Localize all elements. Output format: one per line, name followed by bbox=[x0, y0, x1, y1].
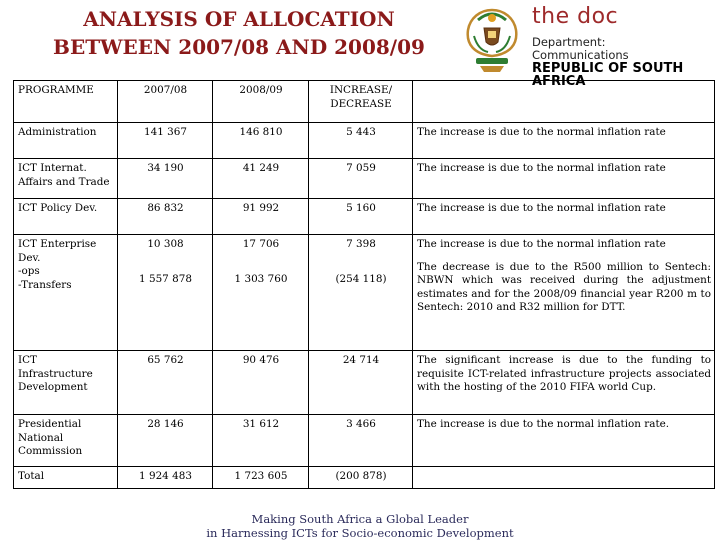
column-header-2007: 2007/08 bbox=[117, 80, 213, 123]
explanation-cell: The increase is due to the normal inflat… bbox=[412, 414, 715, 467]
change-transfers: (254 118) bbox=[335, 272, 387, 285]
page-title-line2: BETWEEN 2007/08 AND 2008/09 bbox=[53, 35, 425, 59]
change-ops: 7 398 bbox=[346, 238, 376, 250]
value-2008-cell: 90 476 bbox=[212, 350, 309, 415]
table-row: Administration 141 367 146 810 5 443 The… bbox=[13, 122, 715, 159]
page-title-line1: ANALYSIS OF ALLOCATION bbox=[83, 7, 395, 31]
value-2008-cell: 146 810 bbox=[212, 122, 309, 159]
department-label: Department: bbox=[532, 35, 606, 49]
explanation-cell: The increase is due to the normal inflat… bbox=[412, 122, 715, 159]
change-cell: 3 466 bbox=[308, 414, 413, 467]
explanation-cell: The significant increase is due to the f… bbox=[412, 350, 715, 415]
change-cell: (200 878) bbox=[308, 466, 413, 489]
value-2007-cell: 28 146 bbox=[117, 414, 213, 467]
value-2007-transfers: 1 557 878 bbox=[139, 272, 192, 285]
value-2007-ops: 10 308 bbox=[147, 238, 184, 250]
table-row: ICT Enterprise Dev. -ops -Transfers 10 3… bbox=[13, 234, 715, 351]
explanation-cell: The increase is due to the normal inflat… bbox=[412, 158, 715, 199]
table-row: ICT Internat. Affairs and Trade 34 190 4… bbox=[13, 158, 715, 199]
value-2007-cell: 1 924 483 bbox=[117, 466, 213, 489]
brand-logo-text: the doc bbox=[532, 4, 619, 29]
value-2008-ops: 17 706 bbox=[242, 238, 280, 250]
value-2008-cell: 1 723 605 bbox=[212, 466, 309, 489]
value-2007-cell: 65 762 bbox=[117, 350, 213, 415]
explanation-cell bbox=[412, 466, 715, 489]
explanation-transfers: The decrease is due to the R500 million … bbox=[417, 260, 711, 314]
column-header-2008: 2008/09 bbox=[212, 80, 309, 123]
programme-name: ICT Enterprise Dev. bbox=[18, 238, 97, 264]
programme-cell: Presidential National Commission bbox=[13, 414, 118, 467]
programme-cell: ICT Infrastructure Development bbox=[13, 350, 118, 415]
value-2008-transfers: 1 303 760 bbox=[234, 272, 288, 285]
value-2008-cell: 31 612 bbox=[212, 414, 309, 467]
value-2007-cell: 141 367 bbox=[117, 122, 213, 159]
change-cell: 5 443 bbox=[308, 122, 413, 159]
change-cell: 7 398 (254 118) bbox=[308, 234, 413, 351]
table-row-total: Total 1 924 483 1 723 605 (200 878) bbox=[13, 466, 715, 489]
explanation-ops: The increase is due to the normal inflat… bbox=[417, 238, 666, 250]
table-row: ICT Infrastructure Development 65 762 90… bbox=[13, 350, 715, 415]
department-name: Communications bbox=[532, 48, 629, 62]
programme-sub-transfers: -Transfers bbox=[18, 278, 72, 291]
column-header-programme: PROGRAMME bbox=[13, 80, 118, 123]
allocation-table: PROGRAMME 2007/08 2008/09 INCREASE/ DECR… bbox=[13, 80, 715, 489]
footer-slogan: Making South Africa a Global Leader in H… bbox=[150, 512, 570, 540]
value-2008-cell: 41 249 bbox=[212, 158, 309, 199]
value-2008-cell: 91 992 bbox=[212, 198, 309, 235]
table-row: Presidential National Commission 28 146 … bbox=[13, 414, 715, 467]
programme-sub-ops: -ops bbox=[18, 265, 40, 277]
column-header-explanation bbox=[412, 80, 715, 123]
table-row: ICT Policy Dev. 86 832 91 992 5 160 The … bbox=[13, 198, 715, 235]
table-header-row: PROGRAMME 2007/08 2008/09 INCREASE/ DECR… bbox=[13, 80, 715, 123]
programme-cell: Total bbox=[13, 466, 118, 489]
programme-cell: ICT Policy Dev. bbox=[13, 198, 118, 235]
value-2007-cell: 10 308 1 557 878 bbox=[117, 234, 213, 351]
value-2007-cell: 86 832 bbox=[117, 198, 213, 235]
coat-of-arms-icon bbox=[466, 8, 518, 72]
programme-cell: ICT Enterprise Dev. -ops -Transfers bbox=[13, 234, 118, 351]
value-2007-cell: 34 190 bbox=[117, 158, 213, 199]
programme-cell: Administration bbox=[13, 122, 118, 159]
change-cell: 5 160 bbox=[308, 198, 413, 235]
change-cell: 7 059 bbox=[308, 158, 413, 199]
explanation-cell: The increase is due to the normal inflat… bbox=[412, 234, 715, 351]
column-header-change: INCREASE/ DECREASE bbox=[308, 80, 413, 123]
programme-cell: ICT Internat. Affairs and Trade bbox=[13, 158, 118, 199]
footer-line1: Making South Africa a Global Leader bbox=[251, 512, 469, 526]
value-2008-cell: 17 706 1 303 760 bbox=[212, 234, 309, 351]
change-cell: 24 714 bbox=[308, 350, 413, 415]
explanation-cell: The increase is due to the normal inflat… bbox=[412, 198, 715, 235]
footer-line2: in Harnessing ICTs for Socio-economic De… bbox=[206, 526, 514, 540]
